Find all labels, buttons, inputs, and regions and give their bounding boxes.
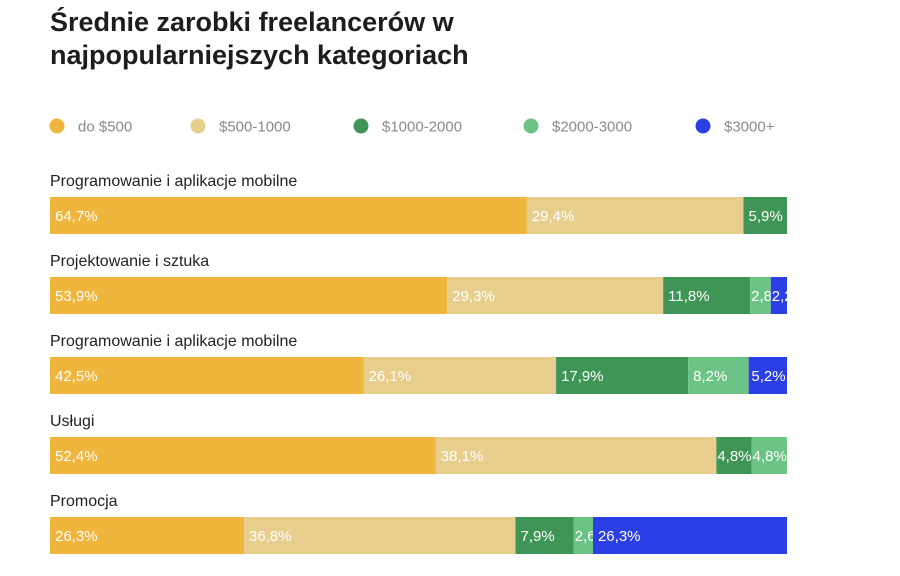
legend-label: do $500 — [78, 119, 132, 136]
data-label: 7,9% — [521, 528, 555, 545]
bar-segment — [751, 437, 787, 474]
category-label: Promocja — [50, 493, 118, 510]
data-label: 11,8% — [668, 288, 709, 305]
chart-row: Usługi 52,4% 38,1% 4,8% 4,8% — [50, 413, 787, 474]
data-label: 4,8% — [753, 448, 787, 465]
bar-segment — [50, 277, 448, 314]
legend-swatch — [523, 118, 539, 134]
bar-segment — [363, 357, 557, 394]
bar-segment — [663, 277, 751, 314]
bar-segment — [244, 517, 516, 554]
bar-segment — [50, 437, 436, 474]
legend-label: $1000-2000 — [382, 119, 462, 136]
data-label: 38,1% — [441, 448, 484, 465]
legend-label: $3000+ — [724, 119, 775, 136]
category-label: Projektowanie i sztuka — [50, 253, 209, 270]
bar-segment — [515, 517, 574, 554]
data-label: 64,7% — [55, 208, 98, 225]
legend-label: $500-1000 — [219, 119, 291, 136]
legend-swatch — [190, 118, 206, 134]
bar-segment — [50, 197, 527, 234]
bar-segment — [573, 517, 593, 554]
legend-item: $1000-2000 — [353, 118, 462, 136]
bar-segment — [435, 437, 717, 474]
category-label: Programowanie i aplikacje mobilne — [50, 333, 297, 350]
legend: do $500 $500-1000 $1000-2000 $2000-3000 $300… — [49, 118, 775, 136]
bar-segment — [592, 517, 787, 554]
data-label: 8,2% — [693, 368, 727, 385]
bar-segment — [750, 277, 771, 314]
legend-item: $2000-3000 — [523, 118, 632, 136]
data-label: 42,5% — [55, 368, 98, 385]
legend-swatch — [695, 118, 711, 134]
data-label: 5,9% — [749, 208, 783, 225]
data-label: 2,2% — [772, 288, 806, 305]
legend-item: $500-1000 — [190, 118, 291, 136]
legend-item: do $500 — [49, 118, 132, 136]
legend-item: $3000+ — [695, 118, 775, 136]
data-label: 29,3% — [452, 288, 495, 305]
bar-segment — [556, 357, 689, 394]
bar-segment — [688, 357, 749, 394]
legend-swatch — [353, 118, 369, 134]
bar-segment — [770, 277, 787, 314]
chart-row: Programowanie i aplikacje mobilne 42,5% 26… — [50, 333, 787, 394]
bar-segment — [50, 357, 364, 394]
data-label: 52,4% — [55, 448, 98, 465]
data-label: 26,3% — [55, 528, 98, 545]
data-label: 36,8% — [249, 528, 292, 545]
data-label: 26,1% — [369, 368, 412, 385]
bar-segment — [526, 197, 744, 234]
legend-label: $2000-3000 — [552, 119, 632, 136]
chart-rows: Programowanie i aplikacje mobilne 64,7% 29… — [50, 173, 806, 554]
legend-swatch — [49, 118, 65, 134]
bar-segment — [50, 517, 245, 554]
bar-segment — [748, 357, 787, 394]
category-label: Programowanie i aplikacje mobilne — [50, 173, 297, 190]
data-label: 17,9% — [561, 368, 604, 385]
category-label: Usługi — [50, 413, 94, 430]
data-label: 53,9% — [55, 288, 98, 305]
data-label: 4,8% — [717, 448, 751, 465]
chart-title: Średnie zarobki freelancerów w najpopula… — [50, 7, 469, 70]
data-label: 26,3% — [598, 528, 641, 545]
data-label: 5,2% — [751, 368, 785, 385]
data-label: 29,4% — [532, 208, 575, 225]
bar-segment — [716, 437, 752, 474]
bar-segment — [447, 277, 664, 314]
bar-segment — [743, 197, 787, 234]
chart-row: Programowanie i aplikacje mobilne 64,7% 29… — [50, 173, 787, 234]
